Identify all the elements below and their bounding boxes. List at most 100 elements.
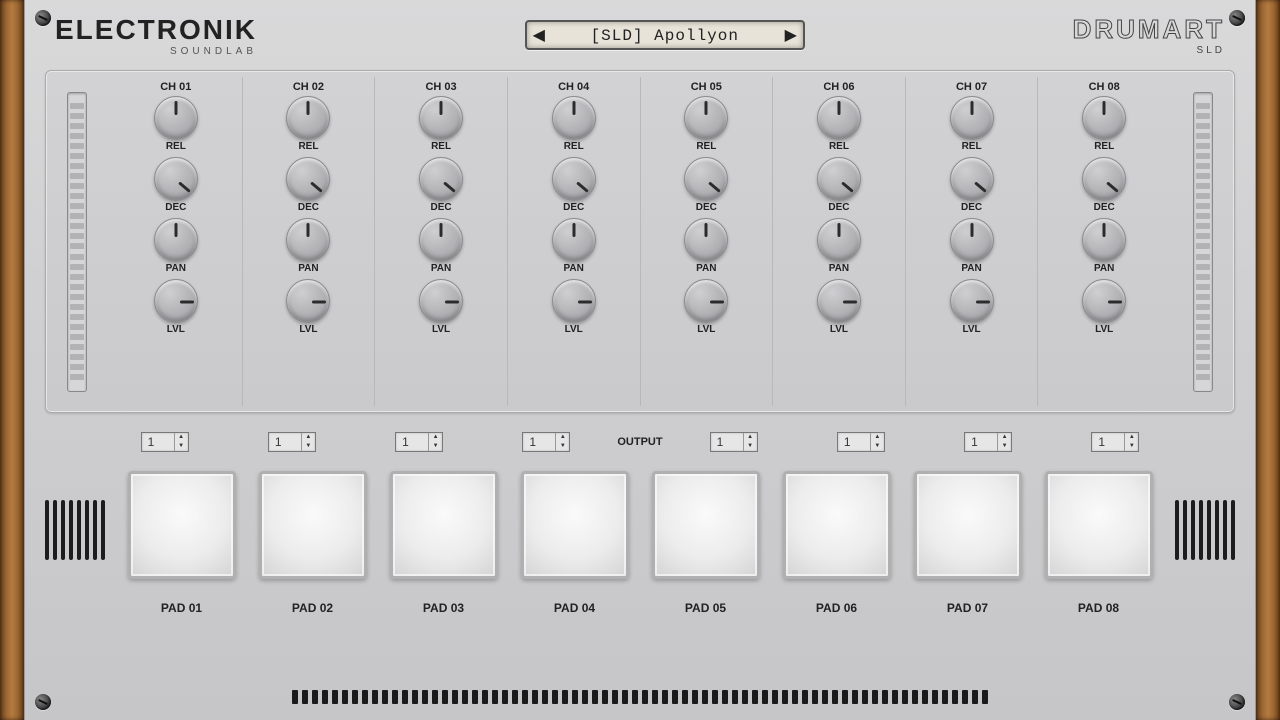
pan-knob[interactable] (1082, 218, 1126, 262)
release-knob[interactable] (419, 96, 463, 140)
pan-knob[interactable] (950, 218, 994, 262)
pad-column: PAD 07 (907, 471, 1028, 615)
decay-knob[interactable] (1082, 157, 1126, 201)
release-knob[interactable] (684, 96, 728, 140)
decay-label: DEC (1094, 202, 1115, 213)
decay-knob[interactable] (684, 157, 728, 201)
output-selector[interactable]: 1▲▼ (141, 432, 189, 452)
pad-label: PAD 02 (292, 601, 333, 615)
output-cell: 1▲▼ (356, 432, 483, 452)
level-knob[interactable] (552, 279, 596, 323)
drum-pad-2[interactable] (259, 471, 367, 579)
level-meter-left (54, 77, 100, 406)
output-selector[interactable]: 1▲▼ (1091, 432, 1139, 452)
channel-label: CH 07 (956, 81, 987, 93)
decay-knob[interactable] (552, 157, 596, 201)
release-knob[interactable] (817, 96, 861, 140)
output-cell: 1▲▼ (925, 432, 1052, 452)
pan-knob[interactable] (684, 218, 728, 262)
level-knob[interactable] (154, 279, 198, 323)
screw-icon (1229, 694, 1245, 710)
decay-knob[interactable] (419, 157, 463, 201)
release-knob[interactable] (950, 96, 994, 140)
output-selector[interactable]: 1▲▼ (710, 432, 758, 452)
output-selector[interactable]: 1▲▼ (837, 432, 885, 452)
brand-logo-right: DRUMART SLD (1073, 14, 1225, 56)
output-row: 1▲▼1▲▼1▲▼1▲▼OUTPUT1▲▼1▲▼1▲▼1▲▼ (45, 413, 1235, 471)
release-label: REL (696, 141, 716, 152)
pad-label: PAD 07 (947, 601, 988, 615)
level-knob[interactable] (1082, 279, 1126, 323)
pad-section: PAD 01 PAD 02 PAD 03PAD 04PAD 05PAD 06 PAD … (45, 471, 1235, 651)
pan-knob[interactable] (154, 218, 198, 262)
pan-knob[interactable] (419, 218, 463, 262)
decay-label: DEC (298, 202, 319, 213)
drum-pad-1[interactable] (128, 471, 236, 579)
level-knob[interactable] (286, 279, 330, 323)
pad-column: PAD 03 (383, 471, 504, 615)
release-knob[interactable] (286, 96, 330, 140)
pad-column: PAD 02 (252, 471, 373, 615)
release-label: REL (829, 141, 849, 152)
channel-label: CH 08 (1089, 81, 1120, 93)
channel-5: CH 05RELDECPANLVL (640, 77, 773, 406)
front-panel: ELECTRONIK SOUNDLAB ◀ [SLD] Apollyon ▶ D… (24, 0, 1256, 720)
channel-3: CH 03RELDECPANLVL (374, 77, 507, 406)
decay-knob[interactable] (154, 157, 198, 201)
pad-container: PAD 01 PAD 02 PAD 03PAD 04PAD 05PAD 06 PAD … (121, 471, 1159, 615)
level-knob[interactable] (684, 279, 728, 323)
screw-icon (1229, 10, 1245, 26)
decay-knob[interactable] (286, 157, 330, 201)
channel-label: CH 03 (425, 81, 456, 93)
preset-next-button[interactable]: ▶ (779, 22, 803, 48)
level-label: LVL (830, 324, 848, 335)
level-knob[interactable] (419, 279, 463, 323)
brand-sub: SOUNDLAB (55, 46, 257, 57)
preset-prev-button[interactable]: ◀ (527, 22, 551, 48)
drum-pad-6[interactable] (783, 471, 891, 579)
brand-logo-left: ELECTRONIK SOUNDLAB (55, 14, 257, 57)
mixer-section: CH 01RELDECPANLVLCH 02RELDECPANLVLCH 03R… (45, 70, 1235, 413)
drum-pad-7[interactable] (914, 471, 1022, 579)
level-knob[interactable] (950, 279, 994, 323)
level-knob[interactable] (817, 279, 861, 323)
release-label: REL (298, 141, 318, 152)
product-name: DRUMART (1073, 14, 1225, 45)
pan-knob[interactable] (286, 218, 330, 262)
pan-knob[interactable] (817, 218, 861, 262)
pad-column: PAD 06 (776, 471, 897, 615)
channel-4: CH 04RELDECPANLVL (507, 77, 640, 406)
release-label: REL (1094, 141, 1114, 152)
output-cell: 1▲▼ (670, 432, 797, 452)
output-cell: 1▲▼ (797, 432, 924, 452)
release-knob[interactable] (552, 96, 596, 140)
output-selector[interactable]: 1▲▼ (268, 432, 316, 452)
output-cell: 1▲▼ (1052, 432, 1179, 452)
decor-strip (260, 690, 1020, 704)
pad-column: PAD 05 (645, 471, 766, 615)
level-label: LVL (432, 324, 450, 335)
release-knob[interactable] (1082, 96, 1126, 140)
drum-pad-8[interactable] (1045, 471, 1153, 579)
channel-label: CH 01 (160, 81, 191, 93)
drum-pad-5[interactable] (652, 471, 760, 579)
wood-side-left (0, 0, 24, 720)
decay-knob[interactable] (817, 157, 861, 201)
pan-knob[interactable] (552, 218, 596, 262)
output-cell: 1▲▼ (101, 432, 228, 452)
output-selector[interactable]: 1▲▼ (964, 432, 1012, 452)
pad-column: PAD 01 (121, 471, 242, 615)
channel-6: CH 06RELDECPANLVL (772, 77, 905, 406)
drum-pad-4[interactable] (521, 471, 629, 579)
release-label: REL (564, 141, 584, 152)
preset-name[interactable]: [SLD] Apollyon (527, 22, 803, 50)
pad-column: PAD 04 (514, 471, 635, 615)
pad-column: PAD 08 (1038, 471, 1159, 615)
decay-knob[interactable] (950, 157, 994, 201)
output-selector[interactable]: 1▲▼ (395, 432, 443, 452)
release-knob[interactable] (154, 96, 198, 140)
decay-label: DEC (696, 202, 717, 213)
output-selector[interactable]: 1▲▼ (522, 432, 570, 452)
drum-pad-3[interactable] (390, 471, 498, 579)
decay-label: DEC (563, 202, 584, 213)
